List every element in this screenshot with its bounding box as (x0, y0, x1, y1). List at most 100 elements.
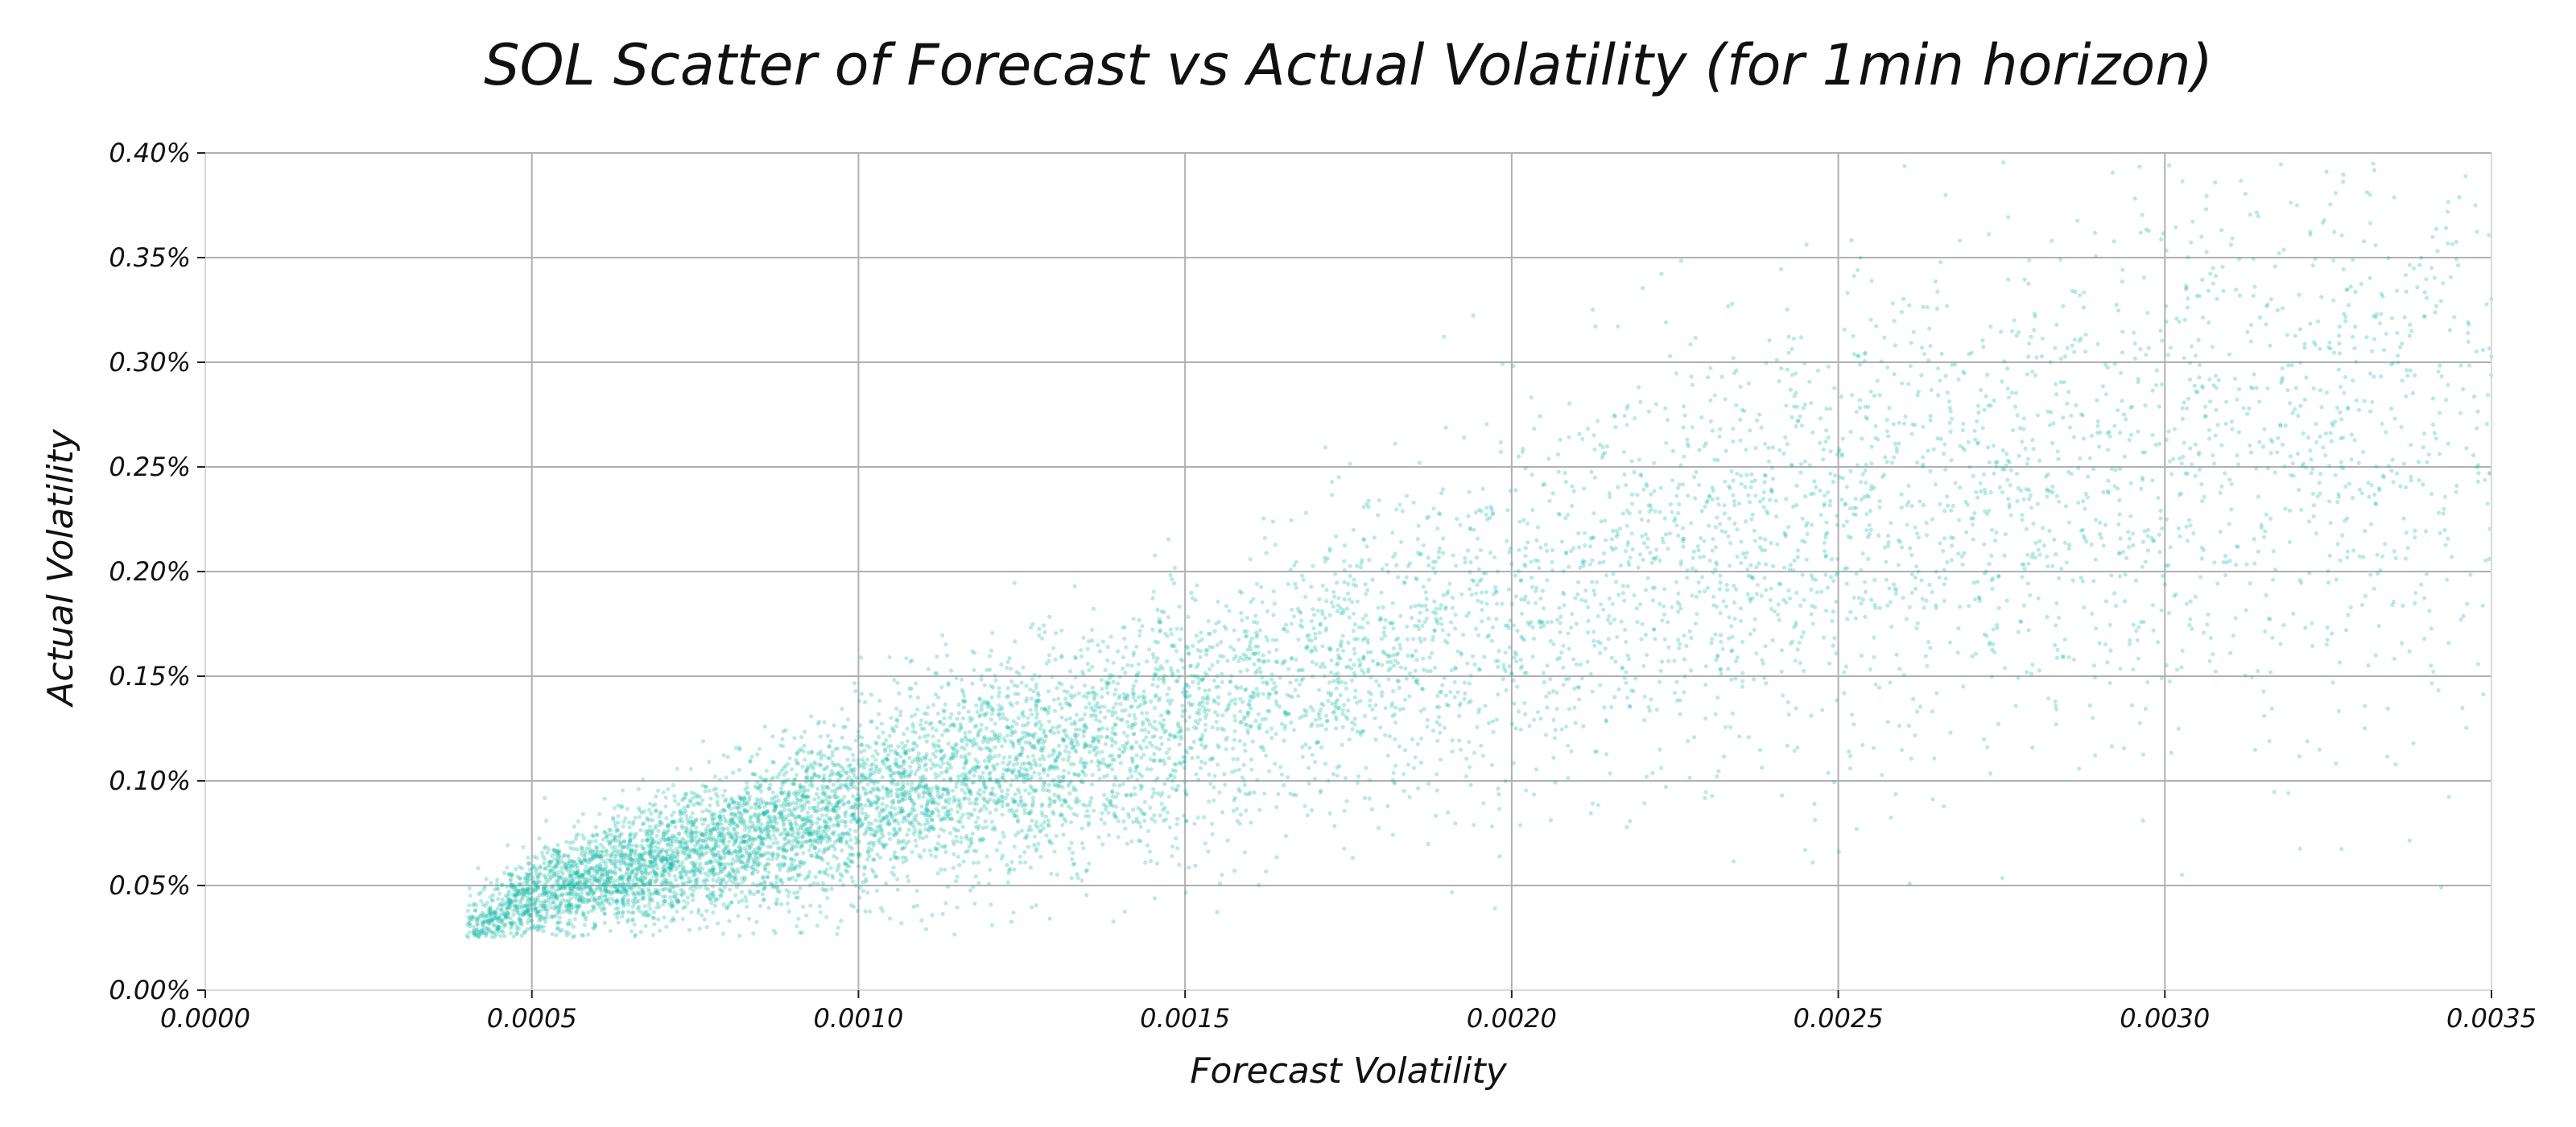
scatter-point (1166, 756, 1171, 761)
scatter-point (514, 886, 518, 890)
scatter-point (831, 782, 836, 787)
scatter-point (1154, 778, 1158, 783)
scatter-point (1674, 371, 1678, 376)
scatter-point (1075, 872, 1080, 877)
scatter-point (584, 897, 588, 902)
scatter-point (2054, 322, 2059, 327)
scatter-point (1847, 506, 1852, 511)
scatter-point (1198, 717, 1203, 722)
scatter-point (1642, 718, 1647, 723)
scatter-point (1212, 678, 1216, 683)
scatter-point (1056, 743, 1061, 749)
scatter-point (1315, 609, 1320, 613)
scatter-point (1877, 505, 1882, 510)
scatter-point (835, 786, 840, 791)
scatter-point (1274, 638, 1279, 642)
scatter-point (1965, 502, 1970, 507)
scatter-point (635, 890, 640, 894)
scatter-point (1694, 568, 1699, 573)
scatter-point (1216, 762, 1220, 767)
scatter-point (794, 773, 799, 778)
scatter-point (568, 845, 573, 850)
scatter-point (1713, 525, 1718, 530)
scatter-point (1503, 650, 1508, 655)
scatter-point (555, 850, 560, 856)
scatter-point (818, 825, 824, 830)
scatter-point (1482, 654, 1487, 659)
scatter-point (1754, 592, 1759, 597)
scatter-point (1208, 782, 1213, 786)
scatter-point (732, 875, 737, 880)
scatter-point (1282, 627, 1286, 632)
scatter-point (659, 858, 664, 863)
scatter-point (1664, 532, 1669, 537)
scatter-point (1425, 724, 1430, 729)
scatter-point (1948, 730, 1953, 735)
scatter-point (1195, 662, 1201, 667)
scatter-point (1693, 496, 1698, 501)
scatter-point (1303, 742, 1308, 747)
scatter-point (691, 894, 696, 898)
scatter-point (598, 887, 603, 892)
scatter-point (1129, 725, 1134, 730)
scatter-point (1312, 776, 1317, 782)
scatter-point (2265, 386, 2270, 390)
scatter-point (1017, 671, 1022, 676)
scatter-point (1938, 259, 1943, 265)
scatter-point (2248, 322, 2254, 328)
scatter-point (2223, 421, 2228, 427)
scatter-point (1915, 621, 1920, 625)
scatter-point (1334, 534, 1339, 539)
scatter-point (2368, 275, 2372, 280)
scatter-point (1393, 737, 1397, 742)
scatter-point (1089, 782, 1094, 787)
scatter-point (1117, 783, 1122, 788)
scatter-point (758, 881, 764, 886)
scatter-point (1734, 587, 1739, 592)
scatter-point (1092, 808, 1096, 813)
scatter-point (955, 716, 960, 721)
scatter-point (1792, 558, 1797, 563)
scatter-point (1027, 791, 1032, 796)
scatter-point (1824, 520, 1829, 525)
scatter-point (1326, 778, 1331, 783)
scatter-point (1716, 769, 1721, 774)
scatter-point (1052, 708, 1058, 713)
scatter-point (1877, 685, 1882, 690)
scatter-point (1613, 425, 1618, 430)
scatter-point (700, 809, 705, 814)
scatter-point (691, 819, 696, 824)
scatter-point (704, 925, 709, 930)
scatter-point (1216, 712, 1220, 718)
scatter-point (1901, 672, 1906, 678)
scatter-point (2290, 461, 2295, 466)
scatter-point (1342, 580, 1347, 584)
scatter-point (1748, 632, 1752, 637)
scatter-point (1067, 791, 1072, 796)
scatter-point (869, 692, 873, 697)
scatter-point (607, 879, 612, 885)
scatter-point (1991, 443, 1996, 448)
scatter-point (2374, 502, 2379, 506)
scatter-point (1107, 832, 1112, 838)
scatter-point (1987, 508, 1992, 514)
scatter-point (980, 825, 985, 831)
scatter-point (2182, 356, 2186, 361)
scatter-point (1165, 810, 1170, 815)
scatter-point (2268, 516, 2273, 522)
scatter-point (1110, 730, 1115, 735)
scatter-point (2328, 202, 2333, 207)
scatter-point (1899, 310, 1904, 315)
scatter-point (2167, 679, 2172, 684)
scatter-point (648, 879, 653, 884)
scatter-point (943, 702, 947, 707)
scatter-point (1942, 442, 1947, 447)
scatter-point (979, 674, 985, 679)
scatter-point (2261, 689, 2266, 694)
scatter-point (1278, 675, 1282, 680)
scatter-point (2351, 257, 2355, 262)
scatter-point (2006, 215, 2011, 220)
scatter-point (1187, 651, 1191, 656)
scatter-point (1323, 555, 1327, 560)
scatter-point (1018, 752, 1024, 758)
